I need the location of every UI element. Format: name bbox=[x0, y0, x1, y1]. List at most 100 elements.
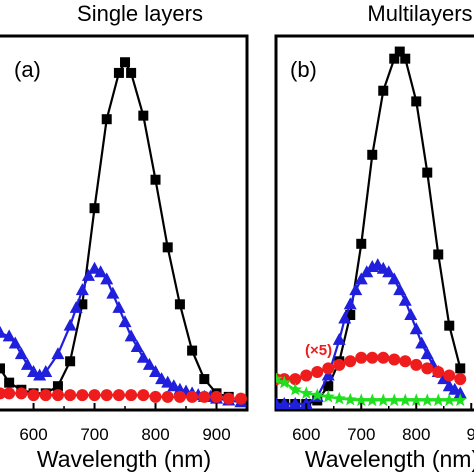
axis-ticks: 600 700 800 900 600 700 800 9 bbox=[19, 403, 474, 444]
panel-a-series-0-point bbox=[174, 299, 185, 310]
panel-a-xtick-label: 700 bbox=[80, 425, 108, 444]
panel-b-series-3-point bbox=[365, 393, 379, 407]
panel-a-series-0-point bbox=[150, 174, 161, 185]
panel-a-series-1-point bbox=[118, 315, 132, 328]
panel-b-xtick-label: 800 bbox=[402, 425, 430, 444]
panel-a-series-0-point bbox=[120, 57, 131, 68]
panel-b-series-1-point bbox=[277, 397, 291, 409]
panel-a-series-1-point bbox=[130, 340, 144, 353]
panel-b-series-2-point bbox=[388, 353, 401, 366]
panel-b-series-2-point bbox=[289, 373, 302, 386]
panel-a-series-0-point bbox=[77, 299, 88, 310]
panel-a-series-2-point bbox=[39, 389, 52, 402]
panel-b-series-2-point bbox=[311, 365, 324, 378]
panel-a-series-1-point bbox=[124, 329, 138, 342]
panel-b-series-1-point bbox=[321, 368, 335, 381]
panel-b-series-0-point bbox=[400, 53, 411, 64]
panel-a-series-1-point bbox=[106, 286, 120, 299]
panel-a-series-1-point bbox=[149, 364, 163, 377]
panel-b-series-2-point bbox=[322, 362, 335, 375]
panel-a-series-0-point bbox=[126, 67, 137, 78]
panel-a-series-2-point bbox=[27, 389, 40, 402]
panel-b-series-2-point bbox=[344, 355, 357, 368]
panel-a-series-1-point bbox=[20, 357, 34, 370]
panel-a-series-1-point bbox=[81, 268, 95, 281]
panel-b-series-1-point bbox=[349, 283, 363, 296]
panel-a-series-1-point bbox=[69, 300, 83, 313]
panel-b-series-1-point bbox=[343, 297, 357, 310]
panel-b-series-3-point bbox=[299, 386, 313, 399]
panel-b-series-1-point bbox=[404, 308, 418, 320]
panel-a-series-2-point bbox=[76, 389, 89, 402]
panel-b-series-3-point bbox=[354, 393, 368, 407]
panel-a-label: (a) bbox=[14, 57, 41, 82]
panel-a-series-0-point bbox=[0, 363, 5, 374]
panel-a-series-1-point bbox=[2, 329, 16, 342]
panel-a-series-1-point bbox=[14, 347, 28, 360]
panel-b-series-2-point bbox=[443, 369, 456, 382]
panel-a-series-2-point bbox=[15, 387, 28, 400]
panel-b-series-0-point bbox=[422, 167, 433, 178]
panel-b-series-1-point bbox=[420, 347, 434, 360]
panel-a-series-2-point bbox=[3, 387, 16, 400]
panel-a-series-1-point bbox=[112, 300, 126, 313]
panel-b-series-2-point bbox=[333, 358, 346, 371]
panel-a-xtick-label: 600 bbox=[19, 425, 47, 444]
panel-b-series-0-point bbox=[411, 96, 422, 107]
panel-a-series-2-point bbox=[64, 389, 77, 402]
panel-b-series-1-point bbox=[387, 272, 401, 285]
scale-annotation: (×5) bbox=[305, 342, 332, 359]
panel-b-series-1-point bbox=[393, 283, 407, 296]
panel-a-series-2-point bbox=[222, 392, 235, 405]
panel-b-series-1-point bbox=[338, 311, 352, 324]
panel-b-series-2-point bbox=[454, 373, 467, 386]
panel-b-series-2-point bbox=[432, 365, 445, 378]
panel-a-series-0-point bbox=[138, 110, 149, 121]
panel-b-label: (b) bbox=[290, 57, 317, 82]
panel-b-series-0-point bbox=[433, 249, 444, 260]
panel-a-series-1-point bbox=[63, 318, 77, 331]
panel-a-series-1-point bbox=[8, 336, 22, 349]
panel-b-series-3-point bbox=[276, 372, 283, 385]
panel-a-series-1-point bbox=[51, 347, 65, 360]
panel-b-series-1-point bbox=[288, 397, 302, 409]
panel-b-xtick-label: 700 bbox=[347, 425, 375, 444]
panel-b-series-2-point bbox=[300, 369, 313, 382]
panel-b-series-0-point bbox=[444, 320, 455, 331]
panel-b-series-3-point bbox=[398, 393, 412, 407]
panel-a-title: Single layers bbox=[77, 1, 203, 26]
panel-b-series-2-point bbox=[366, 351, 379, 364]
panel-b-title: Multilayers bbox=[367, 1, 472, 26]
panel-b-series-1-line bbox=[276, 263, 461, 406]
panel-b-series-0-point bbox=[367, 149, 378, 160]
panel-b-series-1-point bbox=[453, 386, 467, 399]
panel-a-series-1-point bbox=[94, 265, 108, 278]
panel-a-series-2-point bbox=[234, 392, 247, 405]
panel-b-series-0-line bbox=[276, 49, 462, 406]
panel-b-series-0-point bbox=[345, 310, 356, 320]
panel-a-series-2-point bbox=[161, 390, 174, 403]
panel-a-series-1-point bbox=[33, 368, 47, 381]
panel-b-series-0-point bbox=[378, 85, 389, 96]
panel-b-series-0-point bbox=[323, 381, 334, 392]
panel-b-series-3-point bbox=[442, 393, 456, 407]
panel-b-series-1-point bbox=[332, 332, 346, 345]
panel-b-series-2-point bbox=[377, 351, 390, 364]
panel-a-series-2-point bbox=[173, 390, 186, 403]
panel-a-series-2-point bbox=[210, 390, 223, 403]
panel-b-xlabel: Wavelength (nm) bbox=[305, 446, 474, 472]
panel-b-series-2-point bbox=[421, 362, 434, 375]
panel-a-series-0-point bbox=[101, 114, 112, 125]
panel-b-series-3-point bbox=[332, 391, 346, 405]
panel-a-xlabel: Wavelength (nm) bbox=[37, 446, 211, 472]
panel-b-series-3-point bbox=[310, 388, 324, 401]
panel-a-series-0-point bbox=[52, 381, 63, 392]
panel-b-series-3-point bbox=[288, 382, 302, 396]
panel-b-plot bbox=[276, 46, 467, 409]
panel-a-series-0-point bbox=[199, 374, 210, 385]
panel-b-series-1-point bbox=[409, 322, 423, 335]
panel-b-series-3-point bbox=[387, 393, 401, 407]
panel-b-series-3-point bbox=[431, 393, 445, 407]
panel-a-series-0-point bbox=[113, 67, 124, 78]
